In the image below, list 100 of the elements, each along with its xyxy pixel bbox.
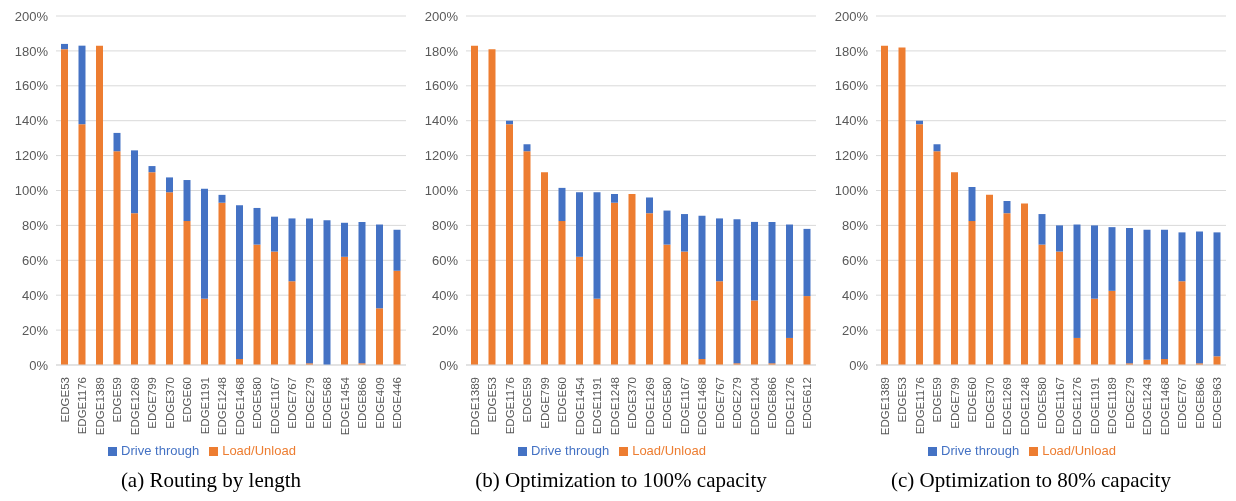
legend-label: Load/Unload: [632, 443, 706, 458]
x-tick-label: EDGE1167: [1053, 377, 1066, 435]
x-tick-label: EDGE370: [983, 377, 996, 429]
x-tick-label: EDGE59: [521, 377, 534, 423]
legend-label: Drive through: [121, 443, 200, 458]
y-tick-label: 60%: [841, 252, 869, 268]
x-tick-label: EDGE279: [731, 377, 744, 429]
x-tick-label: EDGE446: [391, 377, 404, 429]
y-tick-label: 160%: [834, 78, 869, 94]
y-tick-label: 140%: [834, 113, 869, 129]
y-tick-label: 180%: [14, 43, 49, 59]
y-tick-label: 40%: [841, 287, 869, 303]
x-tick-label: EDGE580: [661, 377, 674, 429]
x-tick-label: EDGE1454: [338, 376, 351, 436]
y-tick-label: 0%: [29, 357, 49, 373]
x-tick-label: EDGE1204: [748, 376, 761, 436]
x-tick-label: EDGE1389: [468, 377, 481, 436]
y-tick-label: 0%: [849, 357, 869, 373]
x-tick-label: EDGE1468: [1158, 377, 1171, 436]
x-tick-label: EDGE60: [966, 377, 979, 423]
y-tick-label: 60%: [21, 252, 49, 268]
x-tick-label: EDGE799: [146, 377, 159, 429]
x-tick-label: EDGE53: [896, 377, 909, 423]
y-tick-label: 120%: [14, 148, 49, 164]
x-tick-label: EDGE1167: [678, 377, 691, 435]
x-tick-label: EDGE1468: [233, 377, 246, 436]
x-tick-label: EDGE279: [303, 377, 316, 429]
x-tick-label: EDGE59: [111, 377, 124, 423]
x-tick-label: EDGE1176: [76, 377, 89, 435]
y-tick-label: 40%: [21, 287, 49, 303]
text: (b) Optimization to 100% capacity: [475, 468, 767, 493]
text: (c) Optimization to 80% capacity: [891, 468, 1171, 493]
y-tick-label: 80%: [431, 218, 459, 234]
y-tick-label: 140%: [14, 113, 49, 129]
x-tick-label: EDGE370: [163, 377, 176, 429]
x-tick-label: EDGE409: [373, 377, 386, 429]
legend-label: Drive through: [531, 443, 610, 458]
x-tick-label: EDGE1276: [783, 377, 796, 436]
y-tick-label: 120%: [834, 148, 869, 164]
y-tick-label: 180%: [424, 43, 459, 59]
x-tick-label: EDGE1248: [608, 377, 621, 436]
x-tick-label: EDGE612: [801, 377, 814, 429]
y-tick-label: 80%: [841, 218, 869, 234]
x-tick-label: EDGE866: [356, 377, 369, 429]
x-tick-label: EDGE1389: [878, 377, 891, 436]
x-tick-label: EDGE580: [251, 377, 264, 429]
x-tick-label: EDGE59: [931, 377, 944, 423]
x-tick-label: EDGE53: [486, 377, 499, 423]
y-tick-label: 160%: [14, 78, 49, 94]
legend-label: Load/Unload: [1042, 443, 1116, 458]
x-tick-label: EDGE963: [1211, 377, 1224, 429]
x-tick-label: EDGE370: [626, 377, 639, 429]
x-tick-label: EDGE767: [713, 377, 726, 429]
x-tick-label: EDGE568: [321, 377, 334, 429]
x-tick-label: EDGE1176: [913, 377, 926, 435]
x-tick-label: EDGE1191: [198, 377, 211, 435]
y-tick-label: 20%: [841, 322, 869, 338]
y-tick-label: 120%: [424, 148, 459, 164]
x-tick-label: EDGE60: [181, 377, 194, 423]
y-tick-label: 200%: [424, 8, 459, 24]
x-tick-label: EDGE767: [286, 377, 299, 429]
y-tick-label: 200%: [834, 8, 869, 24]
x-tick-label: EDGE1176: [503, 377, 516, 435]
legend-label: Drive through: [941, 443, 1020, 458]
x-tick-label: EDGE53: [58, 377, 71, 423]
x-tick-label: EDGE1468: [696, 377, 709, 436]
y-tick-label: 60%: [431, 252, 459, 268]
y-tick-label: 200%: [14, 8, 49, 24]
x-tick-label: EDGE1243: [1141, 377, 1154, 436]
x-tick-label: EDGE580: [1036, 377, 1049, 429]
y-tick-label: 100%: [14, 183, 49, 199]
x-tick-label: EDGE1191: [591, 377, 604, 435]
x-tick-label: EDGE1248: [1018, 377, 1031, 436]
x-tick-label: EDGE1189: [1106, 377, 1119, 435]
y-tick-label: 0%: [439, 357, 459, 373]
x-tick-label: EDGE1167: [268, 377, 281, 435]
y-tick-label: 80%: [21, 218, 49, 234]
x-tick-label: EDGE767: [1176, 377, 1189, 429]
y-tick-label: 100%: [424, 183, 459, 199]
x-tick-label: EDGE1248: [216, 377, 229, 436]
y-tick-label: 20%: [21, 322, 49, 338]
y-tick-label: 140%: [424, 113, 459, 129]
y-tick-label: 160%: [424, 78, 459, 94]
x-tick-label: EDGE1389: [93, 377, 106, 436]
y-tick-label: 100%: [834, 183, 869, 199]
text: (a) Routing by length: [120, 468, 302, 493]
x-tick-label: EDGE866: [1193, 377, 1206, 429]
x-tick-label: EDGE866: [766, 377, 779, 429]
y-tick-label: 180%: [834, 43, 869, 59]
x-tick-label: EDGE1269: [128, 377, 141, 436]
y-tick-label: 40%: [431, 287, 459, 303]
legend-label: Load/Unload: [222, 443, 296, 458]
x-tick-label: EDGE1269: [643, 377, 656, 436]
x-tick-label: EDGE1269: [1001, 377, 1014, 436]
x-tick-label: EDGE60: [556, 377, 569, 423]
x-tick-label: EDGE799: [538, 377, 551, 429]
x-tick-label: EDGE1454: [573, 376, 586, 436]
x-tick-label: EDGE1191: [1088, 377, 1101, 435]
x-tick-label: EDGE1276: [1071, 377, 1084, 436]
x-tick-label: EDGE279: [1123, 377, 1136, 429]
